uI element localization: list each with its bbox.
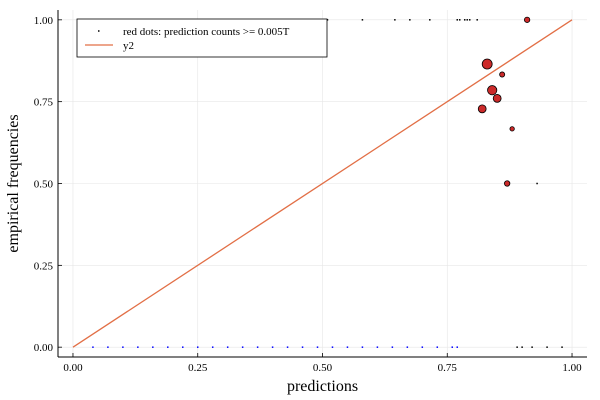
tick-point-2-13 bbox=[286, 346, 289, 348]
data-point-0 bbox=[481, 58, 493, 70]
tick-point-2-24 bbox=[451, 346, 454, 348]
legend: red dots: prediction counts >= 0.005T y2 bbox=[76, 18, 328, 58]
data-point-2 bbox=[492, 94, 502, 103]
tick-point-2-15 bbox=[316, 346, 319, 348]
tick-point-2-11 bbox=[256, 346, 259, 348]
series-line-4 bbox=[72, 19, 573, 348]
y-axis-label: empirical frequencies bbox=[5, 114, 22, 252]
x-tick-label: 0.00 bbox=[63, 362, 83, 374]
tick-point-2-23 bbox=[436, 346, 439, 348]
y-tick-label: 1.00 bbox=[34, 15, 54, 27]
tick-point-2-9 bbox=[226, 346, 229, 348]
y-tick-label: 0.00 bbox=[34, 342, 54, 354]
axis-ticks: 0.00 0.25 0.50 0.75 1.00 0.00 0.25 0.50 0.75 1.00 bbox=[34, 15, 582, 374]
x-tick-label: 0.50 bbox=[313, 362, 333, 374]
data-layer bbox=[72, 16, 573, 348]
tick-point-2-10 bbox=[241, 346, 244, 348]
tick-point-1-10 bbox=[466, 19, 468, 21]
y-tick-label: 0.50 bbox=[34, 179, 54, 191]
data-point-3 bbox=[477, 104, 487, 114]
tick-point-3-2 bbox=[531, 346, 533, 348]
tick-point-2-18 bbox=[361, 346, 364, 348]
tick-point-2-20 bbox=[391, 346, 394, 348]
tick-point-1-5 bbox=[409, 19, 411, 21]
tick-point-1-3 bbox=[361, 19, 364, 21]
tick-point-2-3 bbox=[137, 346, 139, 348]
data-point-5 bbox=[509, 126, 515, 132]
tick-point-1-13 bbox=[536, 182, 538, 185]
legend-swatch-marker bbox=[98, 30, 100, 32]
tick-point-2-16 bbox=[331, 346, 334, 348]
data-point-6 bbox=[504, 180, 511, 187]
tick-point-1-6 bbox=[429, 19, 431, 21]
data-point-4 bbox=[499, 71, 506, 78]
tick-point-3-3 bbox=[546, 346, 548, 348]
tick-point-2-21 bbox=[406, 346, 409, 348]
tick-point-2-2 bbox=[122, 346, 124, 348]
y-tick-label: 0.75 bbox=[34, 97, 54, 109]
tick-point-2-0 bbox=[92, 346, 94, 348]
tick-point-2-5 bbox=[167, 346, 169, 348]
data-point-7 bbox=[523, 16, 531, 23]
tick-point-2-22 bbox=[421, 346, 424, 348]
legend-label: red dots: prediction counts >= 0.005T bbox=[123, 26, 290, 38]
tick-point-1-9 bbox=[463, 19, 466, 21]
x-tick-label: 1.00 bbox=[562, 362, 582, 374]
tick-point-2-8 bbox=[211, 346, 214, 348]
legend-label: y2 bbox=[123, 40, 134, 52]
x-tick-label: 0.75 bbox=[438, 362, 458, 374]
data-point-1 bbox=[487, 85, 498, 96]
tick-point-1-4 bbox=[394, 19, 396, 21]
tick-point-1-11 bbox=[468, 19, 471, 21]
tick-point-1-8 bbox=[458, 19, 461, 21]
y-tick-label: 0.25 bbox=[34, 260, 54, 272]
tick-point-2-19 bbox=[376, 346, 379, 348]
tick-point-1-7 bbox=[456, 19, 458, 21]
tick-point-2-7 bbox=[196, 346, 199, 348]
tick-point-3-1 bbox=[521, 346, 523, 348]
legend-box bbox=[76, 18, 328, 58]
tick-point-1-12 bbox=[476, 19, 478, 21]
tick-point-2-25 bbox=[456, 346, 458, 348]
tick-point-1-2 bbox=[326, 19, 329, 21]
tick-point-2-14 bbox=[301, 346, 304, 348]
tick-point-3-4 bbox=[561, 346, 563, 348]
tick-point-3-0 bbox=[516, 346, 518, 348]
tick-point-2-12 bbox=[271, 346, 274, 348]
x-tick-label: 0.25 bbox=[188, 362, 208, 374]
tick-point-2-6 bbox=[182, 346, 184, 348]
tick-point-2-4 bbox=[152, 346, 154, 348]
x-axis-label: predictions bbox=[287, 378, 358, 395]
tick-point-2-17 bbox=[346, 346, 349, 348]
tick-point-2-1 bbox=[107, 346, 109, 348]
